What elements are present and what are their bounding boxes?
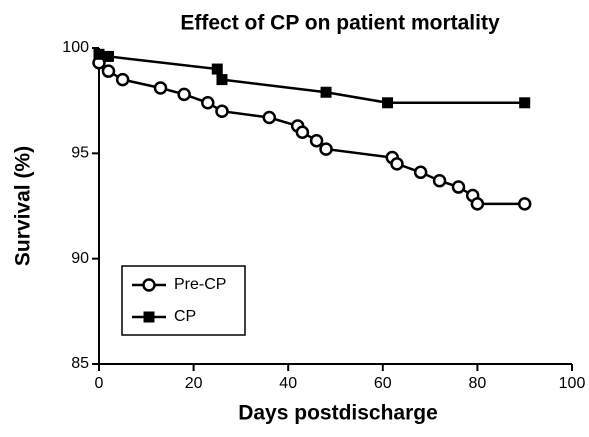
data-point: [262, 110, 277, 125]
legend-label: Pre-CP: [174, 276, 226, 293]
data-point: [451, 180, 466, 194]
data-point: [320, 86, 332, 98]
x-tick-label: 0: [95, 375, 104, 392]
chart-title: Effect of CP on patient mortality: [180, 12, 500, 35]
x-axis-label: Days postdischarge: [238, 402, 438, 425]
data-point: [432, 173, 447, 188]
data-point: [519, 97, 531, 109]
legend-box: [121, 265, 246, 336]
legend-marker: [142, 278, 156, 292]
data-point: [413, 165, 428, 180]
data-point: [201, 96, 215, 110]
data-point: [177, 87, 191, 102]
x-tick-label: 60: [374, 375, 392, 392]
data-point: [211, 63, 223, 75]
legend-label: CP: [174, 308, 196, 325]
y-axis-label: Survival (%): [12, 146, 35, 266]
x-tick-label: 20: [185, 375, 203, 392]
data-point: [390, 157, 404, 171]
y-tick-label: 100: [62, 39, 89, 56]
legend-marker: [143, 311, 155, 323]
x-tick-label: 40: [279, 375, 297, 392]
y-tick-label: 95: [71, 145, 89, 162]
data-point: [470, 197, 485, 211]
y-tick-label: 85: [71, 355, 89, 372]
data-point: [101, 64, 116, 78]
data-point: [153, 81, 168, 95]
data-point: [309, 133, 324, 148]
data-point: [295, 125, 310, 140]
data-point: [102, 50, 114, 62]
x-tick-label: 80: [469, 375, 487, 392]
data-point: [382, 97, 394, 109]
data-point: [216, 74, 228, 86]
data-point: [319, 142, 333, 156]
data-point: [215, 104, 229, 118]
data-point: [93, 48, 105, 60]
y-tick-label: 90: [71, 250, 89, 267]
data-point: [115, 72, 130, 87]
x-tick-label: 100: [559, 375, 586, 392]
series-line: [98, 53, 525, 105]
data-point: [517, 197, 532, 211]
